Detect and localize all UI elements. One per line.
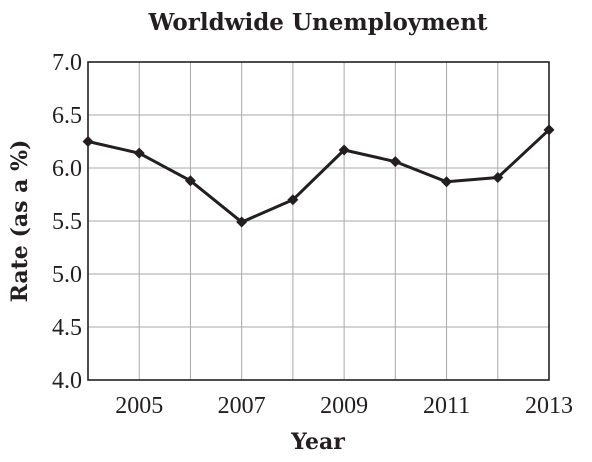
data-point xyxy=(389,156,401,168)
y-tick-label: 4.0 xyxy=(52,368,82,394)
x-axis: 2005 2007 2009 2011 2013 xyxy=(115,393,573,419)
y-tick-label: 5.0 xyxy=(52,262,82,288)
data-markers xyxy=(82,124,555,228)
data-point xyxy=(236,216,248,228)
data-point xyxy=(184,175,196,187)
x-axis-title: Year xyxy=(290,429,345,455)
grid xyxy=(87,61,550,381)
data-point xyxy=(543,124,555,136)
y-tick-label: 7.0 xyxy=(52,50,82,76)
data-point xyxy=(133,147,145,159)
x-tick-label: 2005 xyxy=(115,393,163,419)
series-line xyxy=(87,128,551,224)
x-tick-label: 2007 xyxy=(218,393,266,419)
x-tick-label: 2009 xyxy=(320,393,368,419)
plot-frame xyxy=(87,61,550,381)
data-point xyxy=(338,144,350,156)
y-tick-label: 4.5 xyxy=(52,315,82,341)
x-tick-label: 2011 xyxy=(423,393,470,419)
chart-title: Worldwide Unemployment xyxy=(147,9,487,36)
y-tick-label: 6.0 xyxy=(52,156,82,182)
data-point xyxy=(82,136,94,147)
x-tick-label: 2013 xyxy=(525,393,573,419)
y-tick-label: 6.5 xyxy=(52,103,82,129)
data-point xyxy=(287,194,299,206)
data-point xyxy=(441,176,453,188)
y-axis-title: Rate (as a %) xyxy=(7,140,33,303)
y-axis: 4.0 4.5 5.0 5.5 6.0 6.5 7.0 xyxy=(52,50,82,394)
y-tick-label: 5.5 xyxy=(52,209,82,235)
data-point xyxy=(492,172,504,184)
